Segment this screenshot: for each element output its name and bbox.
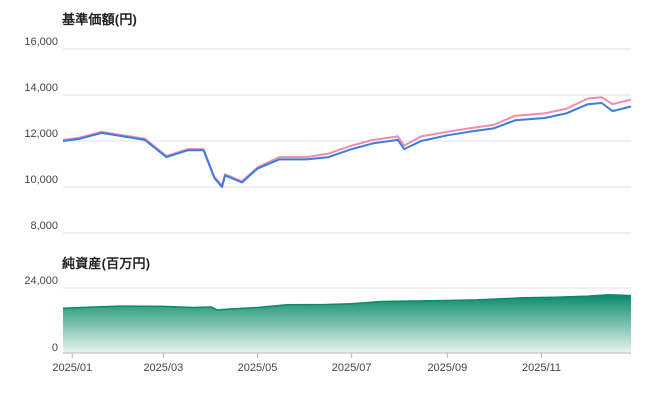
x-tick-label: 2025/05	[238, 362, 278, 374]
nav-series-line	[62, 102, 632, 188]
nav-chart-title: 基準価額(円)	[62, 12, 138, 27]
aum-y-tick-label: 0	[52, 342, 58, 354]
aum-series	[62, 294, 632, 353]
nav-y-tick-label: 10,000	[24, 174, 58, 186]
x-axis: 2025/01 2025/03 2025/05 2025/07 2025/09 2025/…	[52, 352, 631, 374]
nav-y-tick-label: 16,000	[24, 36, 58, 48]
aum-y-axis: 0 24,000	[24, 275, 58, 354]
aum-chart-title: 純資産(百万円)	[62, 256, 151, 271]
nav-y-axis: 8,000 10,000 12,000 14,000 16,000	[24, 36, 58, 232]
aum-y-tick-label: 24,000	[24, 275, 58, 287]
x-tick-label: 2025/09	[427, 362, 467, 374]
x-tick-label: 2025/01	[52, 362, 92, 374]
nav-y-tick-label: 8,000	[30, 220, 58, 232]
nav-series	[62, 96, 632, 188]
x-tick-label: 2025/11	[522, 362, 561, 374]
nav-gridlines	[63, 48, 631, 234]
nav-y-tick-label: 14,000	[24, 82, 58, 94]
aum-area	[63, 294, 631, 353]
aum-top-line	[62, 294, 632, 311]
x-tick-label: 2025/07	[332, 362, 372, 374]
x-tick-label: 2025/03	[143, 362, 183, 374]
nav-y-tick-label: 12,000	[24, 128, 58, 140]
